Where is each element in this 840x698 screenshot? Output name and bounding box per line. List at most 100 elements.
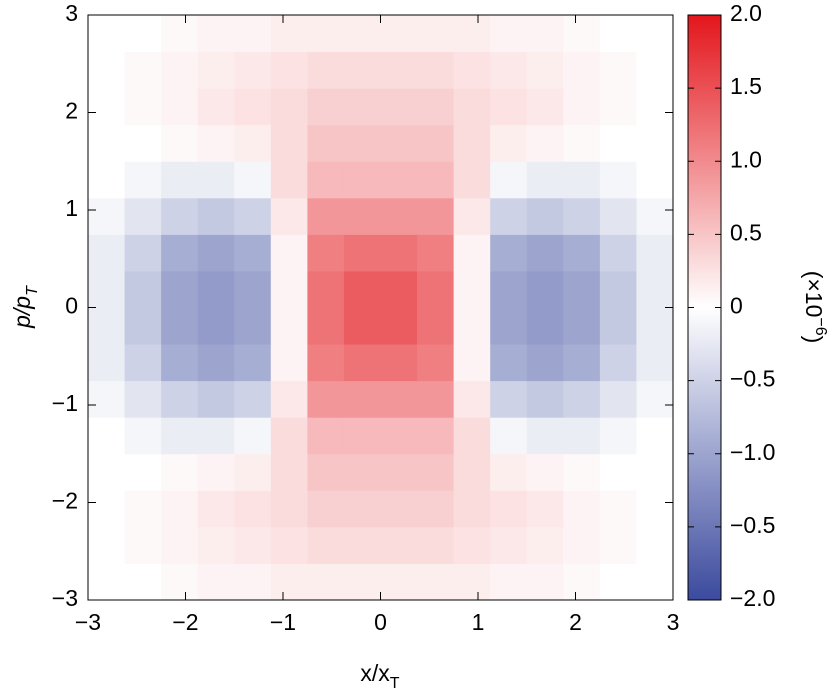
heatmap-cell [234,197,272,235]
heatmap-cell [161,526,199,564]
y-tick-label: 2 [65,98,78,124]
x-tick-label: −3 [75,609,101,635]
heatmap-cell [307,88,345,126]
heatmap-cell [563,526,601,564]
heatmap-cell [197,490,235,528]
heatmap-cell [453,270,491,308]
heatmap-cell [343,417,381,455]
heatmap [88,15,674,601]
heatmap-cell [307,307,345,345]
heatmap-cell [636,234,674,272]
heatmap-cell [417,88,455,126]
heatmap-cell [599,51,637,89]
heatmap-cell [234,51,272,89]
heatmap-cell [307,526,345,564]
heatmap-cell [124,344,162,382]
heatmap-cell [270,161,308,199]
heatmap-cell [599,15,637,53]
heatmap-cell [124,563,162,601]
y-axis-label: p/pT [9,285,41,329]
heatmap-cell [380,51,418,89]
heatmap-cell [453,15,491,53]
heatmap-cell [526,453,564,491]
heatmap-cell [88,526,126,564]
heatmap-cell [417,307,455,345]
y-tick-label: 3 [65,0,78,26]
heatmap-cell [380,490,418,528]
heatmap-cell [417,124,455,162]
colorbar-tick-label: 0.5 [730,219,762,245]
heatmap-cell [417,51,455,89]
x-label-sub: T [390,675,400,692]
heatmap-cell [343,15,381,53]
heatmap-cell [563,344,601,382]
heatmap-cell [307,124,345,162]
heatmap-cell [453,417,491,455]
heatmap-cell [197,344,235,382]
heatmap-cell [197,270,235,308]
heatmap-cell [234,15,272,53]
heatmap-cell [270,88,308,126]
heatmap-cell [563,51,601,89]
heatmap-cell [490,161,528,199]
heatmap-cell [124,307,162,345]
heatmap-cell [599,197,637,235]
heatmap-cell [490,526,528,564]
heatmap-cell [270,124,308,162]
heatmap-cell [270,526,308,564]
heatmap-cell [417,344,455,382]
y-tick-label: −1 [52,390,78,416]
heatmap-cell [307,15,345,53]
heatmap-cell [453,526,491,564]
heatmap-cell [270,344,308,382]
heatmap-cell [380,307,418,345]
heatmap-cell [417,490,455,528]
heatmap-cell [161,417,199,455]
heatmap-cell [490,51,528,89]
heatmap-cell [526,563,564,601]
x-label-main: x/x [360,660,390,686]
heatmap-cell [307,161,345,199]
heatmap-cell [453,234,491,272]
x-tick-label: −2 [172,609,198,635]
heatmap-cell [124,453,162,491]
heatmap-cell [453,490,491,528]
heatmap-cell [270,51,308,89]
heatmap-cell [490,15,528,53]
heatmap-cell [343,161,381,199]
heatmap-cell [307,197,345,235]
heatmap-cell [161,307,199,345]
heatmap-cell [270,197,308,235]
heatmap-cell [526,526,564,564]
colorbar-tick-label: 1.5 [730,73,762,99]
heatmap-cell [453,344,491,382]
heatmap-cell [380,526,418,564]
heatmap-cell [234,344,272,382]
heatmap-cell [453,380,491,418]
heatmap-cell [526,344,564,382]
heatmap-cell [563,124,601,162]
heatmap-cell [270,15,308,53]
heatmap-cell [563,15,601,53]
heatmap-cell [343,453,381,491]
heatmap-cell [563,234,601,272]
heatmap-cell [417,15,455,53]
heatmap-cell [453,161,491,199]
heatmap-cell [636,344,674,382]
heatmap-cell [636,270,674,308]
heatmap-cell [599,417,637,455]
heatmap-cell [453,88,491,126]
heatmap-cell [307,490,345,528]
heatmap-cell [343,307,381,345]
heatmap-cell [636,563,674,601]
heatmap-cell [599,490,637,528]
y-label-main: p/p [9,296,35,329]
heatmap-cell [88,490,126,528]
heatmap-cell [526,15,564,53]
colorbar-tick-label: 2.0 [730,0,762,26]
heatmap-cell [636,380,674,418]
heatmap-cell [453,124,491,162]
heatmap-cell [197,197,235,235]
heatmap-cell [88,563,126,601]
heatmap-cell [636,453,674,491]
